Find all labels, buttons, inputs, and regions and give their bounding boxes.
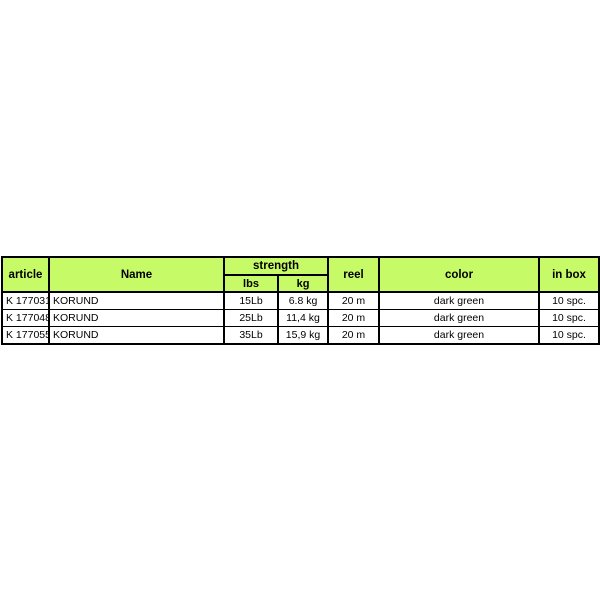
cell-reel: 20 m bbox=[327, 326, 380, 345]
cell-in-box: 10 spc. bbox=[538, 291, 600, 310]
cell-in-box: 10 spc. bbox=[538, 326, 600, 345]
cell-color: dark green bbox=[378, 291, 540, 310]
product-spec-table: article Name strength reel color in box … bbox=[1, 256, 600, 345]
cell-reel: 20 m bbox=[327, 309, 380, 327]
header-strength: strength bbox=[223, 256, 329, 276]
table-row: K 177031 KORUND 15Lb 6.8 kg 20 m dark gr… bbox=[1, 291, 600, 310]
cell-color: dark green bbox=[378, 326, 540, 345]
cell-color: dark green bbox=[378, 309, 540, 327]
cell-name: KORUND bbox=[48, 326, 225, 345]
cell-name: KORUND bbox=[48, 309, 225, 327]
cell-article: K 177031 bbox=[1, 291, 50, 310]
cell-in-box: 10 spc. bbox=[538, 309, 600, 327]
table-header: article Name strength reel color in box … bbox=[1, 256, 600, 293]
cell-kg: 15,9 kg bbox=[277, 326, 329, 345]
header-row-top: article Name strength reel color in box bbox=[1, 256, 600, 293]
header-article: article bbox=[1, 256, 50, 293]
header-reel: reel bbox=[327, 256, 380, 293]
cell-kg: 6.8 kg bbox=[277, 291, 329, 310]
header-row-strength-units: lbs kg bbox=[2, 274, 599, 293]
cell-reel: 20 m bbox=[327, 291, 380, 310]
product-table-wrapper: article Name strength reel color in box … bbox=[1, 256, 600, 345]
header-in-box: in box bbox=[538, 256, 600, 293]
cell-lbs: 25Lb bbox=[223, 309, 279, 327]
header-color: color bbox=[378, 256, 540, 293]
table-row: K 177048 KORUND 25Lb 11,4 kg 20 m dark g… bbox=[1, 309, 600, 327]
header-lbs: lbs bbox=[223, 274, 279, 293]
cell-article: K 177048 bbox=[1, 309, 50, 327]
cell-name: KORUND bbox=[48, 291, 225, 310]
cell-lbs: 35Lb bbox=[223, 326, 279, 345]
cell-article: K 177055 bbox=[1, 326, 50, 345]
header-kg: kg bbox=[277, 274, 329, 293]
cell-lbs: 15Lb bbox=[223, 291, 279, 310]
cell-kg: 11,4 kg bbox=[277, 309, 329, 327]
table-body: K 177031 KORUND 15Lb 6.8 kg 20 m dark gr… bbox=[1, 291, 600, 345]
header-name: Name bbox=[48, 256, 225, 293]
table-row: K 177055 KORUND 35Lb 15,9 kg 20 m dark g… bbox=[1, 326, 600, 345]
